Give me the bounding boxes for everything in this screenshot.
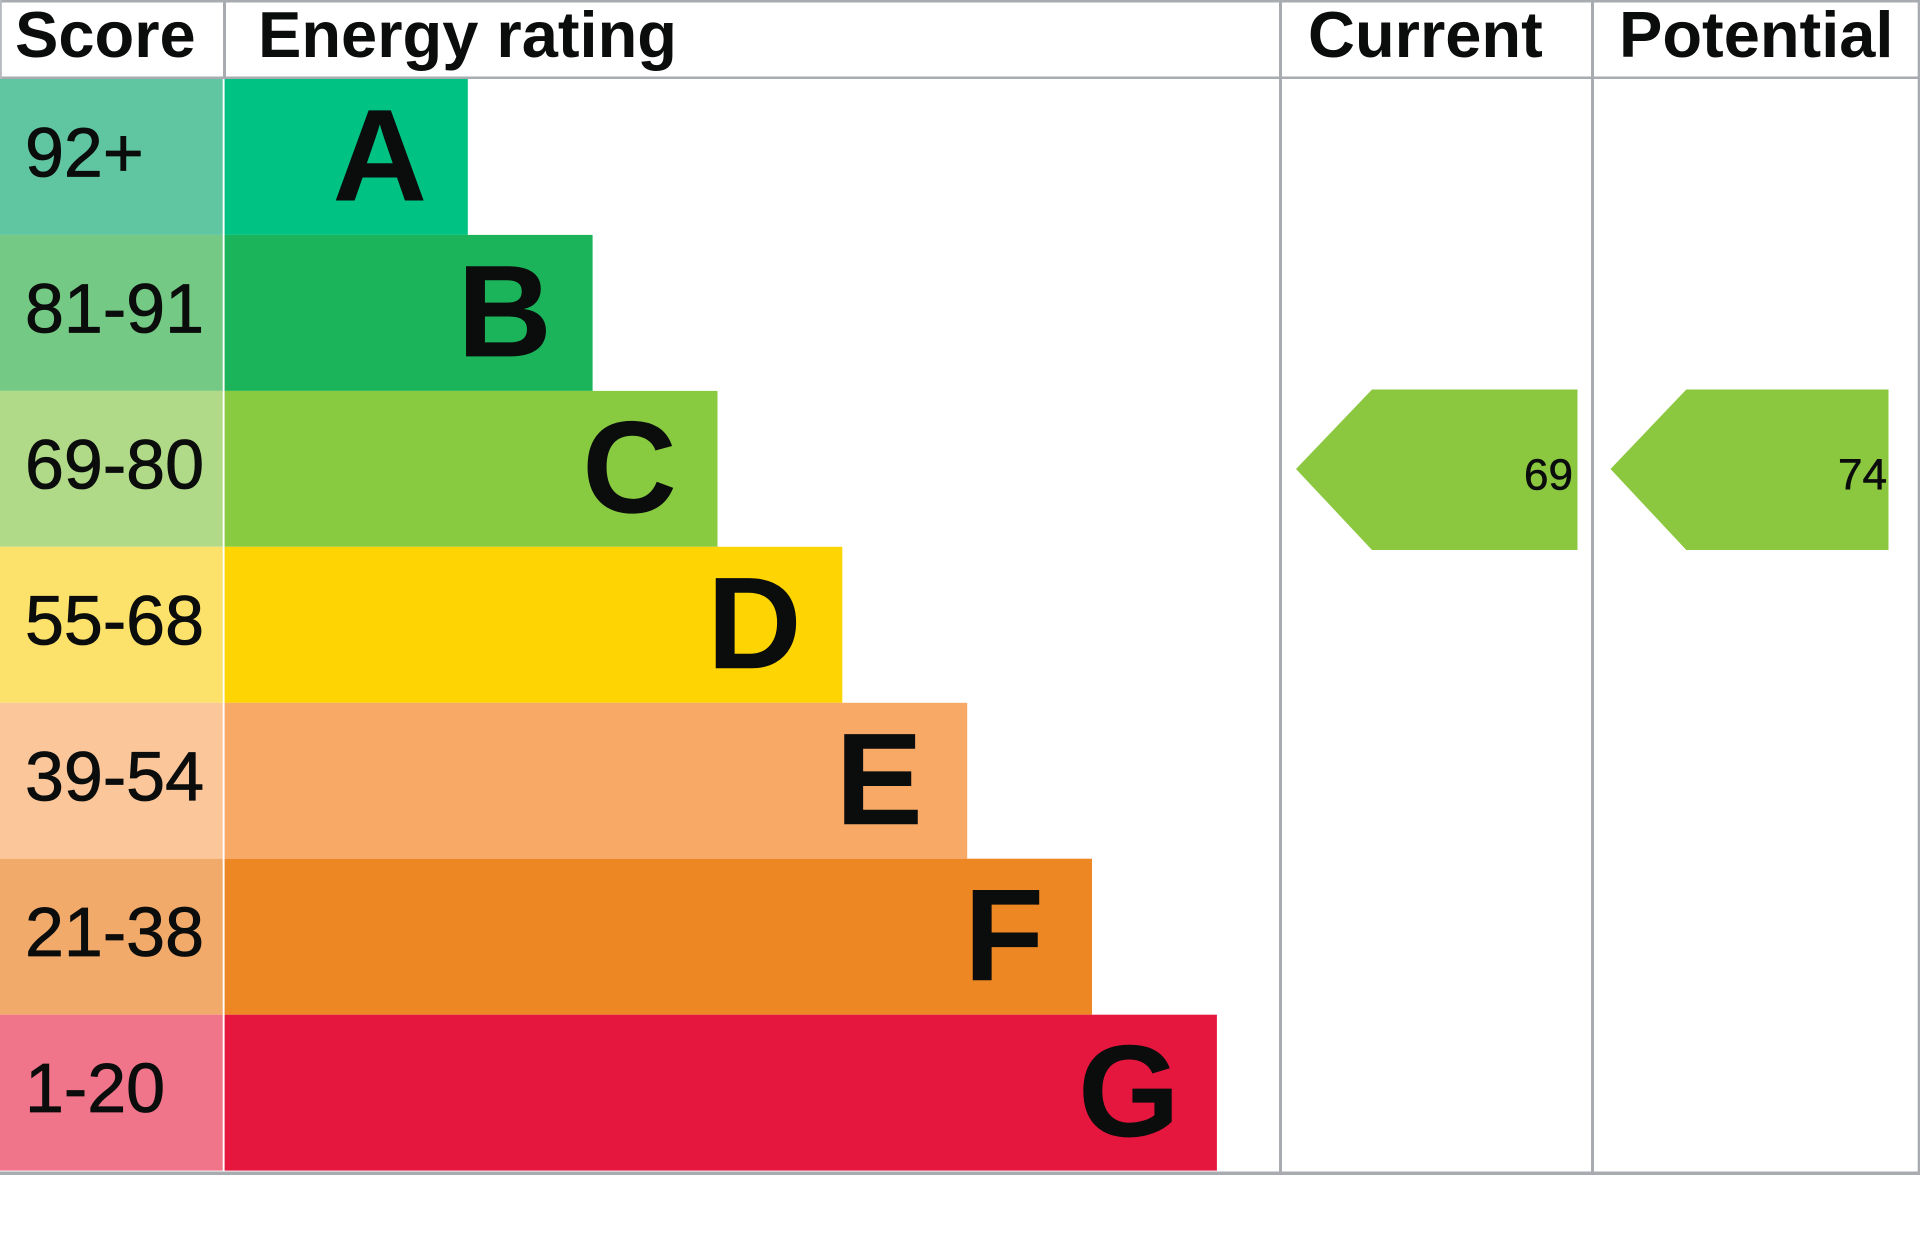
svg-text:Score: Score (15, 0, 196, 71)
svg-text:C: C (582, 393, 677, 540)
svg-text:39-54: 39-54 (25, 737, 204, 815)
svg-text:1-20: 1-20 (25, 1049, 165, 1127)
svg-text:F: F (964, 861, 1044, 1008)
svg-text:69: 69 (1524, 451, 1573, 500)
svg-text:74: 74 (1838, 451, 1887, 500)
svg-text:Current: Current (1308, 0, 1543, 71)
svg-text:E: E (836, 705, 923, 852)
svg-text:G: G (1078, 1017, 1180, 1164)
svg-text:D: D (707, 549, 802, 696)
svg-text:Energy rating: Energy rating (258, 0, 677, 71)
svg-text:55-68: 55-68 (25, 581, 204, 659)
svg-text:A: A (332, 82, 427, 229)
svg-text:69-80: 69-80 (25, 425, 204, 503)
svg-text:92+: 92+ (25, 114, 144, 192)
svg-text:81-91: 81-91 (25, 269, 204, 347)
svg-text:B: B (457, 237, 552, 384)
svg-text:21-38: 21-38 (25, 893, 204, 971)
svg-text:Potential: Potential (1619, 0, 1893, 71)
